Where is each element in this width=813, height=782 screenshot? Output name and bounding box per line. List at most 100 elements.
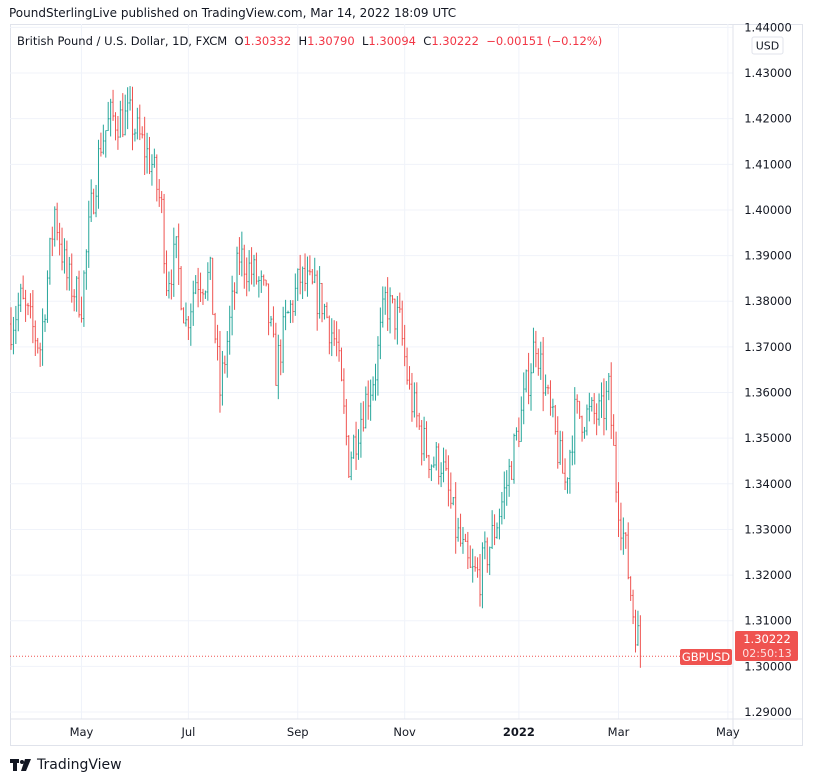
ohlc-bar [525, 369, 528, 393]
ohlc-bar [248, 250, 251, 292]
ohlc-bar [571, 435, 574, 466]
open-label: O [234, 34, 244, 48]
chart-frame [10, 24, 803, 746]
ohlc-bar [253, 254, 255, 287]
ohlc-bar [474, 556, 477, 572]
ohlc-bar [131, 86, 134, 151]
ohlc-bar [420, 420, 423, 466]
ohlc-bar [498, 508, 501, 540]
y-tick-label: 1.34000 [744, 477, 792, 491]
ohlc-bar [359, 402, 362, 458]
ohlc-bar [413, 382, 416, 418]
ohlc-bar [486, 537, 489, 573]
ohlc-bar [201, 288, 204, 305]
ohlc-bar [588, 392, 591, 422]
ohlc-bar [73, 289, 76, 312]
ohlc-bar [607, 372, 610, 401]
ohlc-bar [170, 269, 173, 300]
ohlc-bar [272, 306, 275, 338]
x-tick-label: 2022 [503, 725, 535, 739]
ohlc-bar [444, 449, 447, 471]
ohlc-bar [483, 531, 486, 560]
ohlc-bar [17, 292, 20, 332]
low-value: 1.30094 [368, 34, 416, 48]
ohlc-bar [459, 513, 462, 547]
y-tick-label: 1.42000 [744, 112, 792, 126]
y-tick-label: 1.35000 [744, 431, 792, 445]
ohlc-bar [515, 427, 518, 441]
ohlc-bar [58, 222, 61, 256]
ohlc-bar [357, 429, 360, 460]
ohlc-bar [598, 393, 601, 426]
ohlc-bar [500, 491, 503, 525]
ohlc-bar [432, 456, 435, 468]
ohlc-bar [393, 298, 396, 340]
ohlc-bar [294, 273, 297, 316]
ohlc-bar [204, 290, 207, 299]
ohlc-bar [325, 302, 328, 319]
ohlc-bar [260, 270, 263, 293]
ohlc-bar [435, 441, 438, 471]
ohlc-bar [216, 324, 219, 361]
ohlc-bar [107, 101, 110, 132]
ohlc-bar [323, 303, 326, 320]
ohlc-bar [333, 320, 336, 346]
ohlc-bar [410, 372, 413, 422]
ohlc-bar [542, 337, 545, 412]
ohlc-bar [22, 275, 25, 300]
ohlc-bar [481, 542, 484, 609]
ohlc-bar [75, 276, 78, 312]
ohlc-bar [56, 202, 59, 241]
ohlc-bar [146, 132, 149, 174]
ohlc-bar [488, 546, 491, 576]
ohlc-bar [92, 188, 95, 215]
ohlc-bar [398, 292, 401, 313]
ohlc-bar [121, 93, 124, 138]
ohlc-bar [590, 397, 593, 412]
ohlc-bar [556, 416, 559, 469]
ohlc-bar [308, 255, 311, 276]
ohlc-bar [141, 126, 144, 139]
ohlc-bar [306, 256, 309, 297]
ohlc-bar [389, 287, 392, 334]
ohlc-bar [539, 341, 542, 380]
ohlc-bar [231, 275, 234, 336]
ohlc-bar [583, 426, 586, 439]
ohlc-bar [335, 321, 338, 357]
ohlc-bar [408, 366, 411, 390]
ohlc-bar [209, 256, 212, 280]
ohlc-bar [150, 154, 153, 186]
ohlc-bar [544, 374, 547, 396]
ohlc-bar [109, 98, 112, 137]
ohlc-bar [386, 277, 389, 331]
ohlc-bar [221, 350, 224, 406]
ohlc-bar [547, 384, 550, 395]
ohlc-bar [279, 339, 282, 376]
ohlc-bar [632, 589, 635, 625]
y-tick-label: 1.43000 [744, 66, 792, 80]
y-tick-label: 1.38000 [744, 294, 792, 308]
ohlc-bar [289, 300, 292, 324]
ohlc-bar [68, 256, 71, 291]
ohlc-bar [406, 347, 409, 385]
ohlc-bar [471, 548, 474, 583]
ohlc-bar [206, 262, 209, 301]
ohlc-bar [384, 286, 387, 315]
ohlc-bar [214, 312, 217, 344]
ohlc-bar [197, 267, 200, 308]
currency-badge [751, 36, 784, 55]
ohlc-bar [376, 336, 379, 396]
ohlc-bar [180, 266, 183, 311]
ohlc-bar [581, 415, 584, 442]
y-tick-label: 1.30000 [744, 659, 792, 673]
ohlc-bar [296, 268, 299, 301]
tradingview-brand[interactable]: TradingView [10, 757, 122, 773]
ohlc-bar [566, 477, 569, 494]
last-price: 1.30222 [743, 632, 791, 646]
ohlc-bar [639, 615, 642, 668]
y-tick-label: 1.36000 [744, 386, 792, 400]
ohlc-bar [282, 306, 285, 373]
ohlc-bar [189, 303, 192, 346]
ohlc-bar [622, 517, 625, 555]
